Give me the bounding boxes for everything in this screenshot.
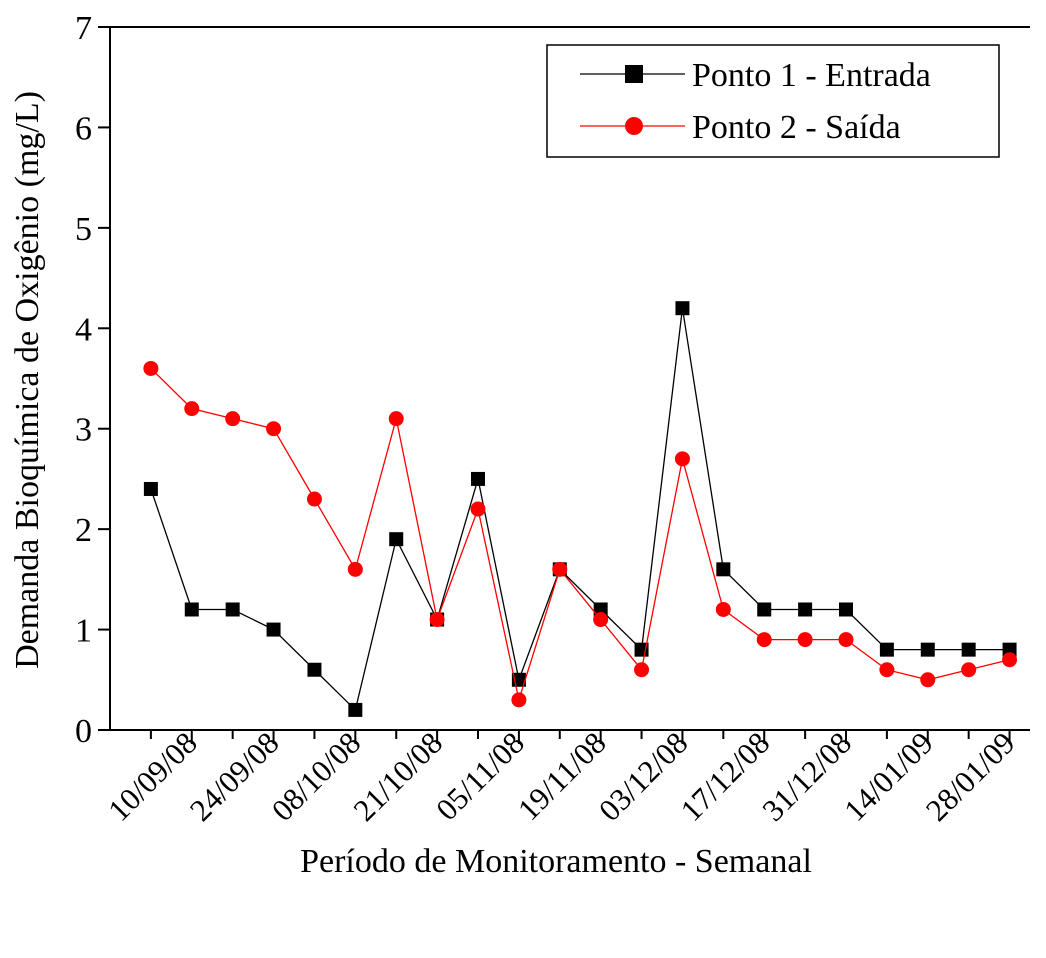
series-1-point-1	[143, 481, 158, 496]
series-1-point-21	[961, 642, 976, 657]
y-axis-ticks: 0 1 2 3 4 5 6 7	[75, 10, 110, 750]
y-tick-label-2: 2	[75, 512, 92, 549]
series-1-point-19	[879, 642, 894, 657]
x-tick-label-3: 21/10/08	[346, 725, 449, 828]
series-2-point-9	[470, 501, 486, 517]
series-1-point-17	[798, 602, 813, 617]
x-tick-label-2: 08/10/08	[265, 725, 368, 828]
series-1-point-7	[389, 532, 404, 547]
series-1-point-4	[266, 622, 281, 637]
series-layer	[143, 301, 1018, 717]
series-2-point-12	[593, 612, 609, 628]
y-tick-label-7: 7	[75, 10, 92, 47]
series-2-point-20	[920, 672, 936, 688]
series-2-point-4	[266, 421, 282, 437]
series-2-point-13	[634, 662, 650, 678]
x-tick-label-7: 17/12/08	[674, 725, 777, 828]
series-2-point-19	[879, 662, 895, 678]
x-tick-label-10: 28/01/09	[919, 725, 1022, 828]
series-2-point-7	[388, 411, 404, 427]
x-tick-label-5: 19/11/08	[511, 725, 613, 827]
series-1-point-15	[716, 562, 731, 577]
x-axis-ticks: 10/09/0824/09/0808/10/0821/10/0805/11/08…	[101, 725, 1021, 828]
series-2-point-1	[143, 360, 159, 376]
series-2-point-8	[429, 612, 445, 628]
legend-label-ponto-1: Ponto 1 - Entrada	[692, 57, 931, 94]
series-2-point-6	[347, 561, 363, 577]
series-2-point-21	[961, 662, 977, 678]
series-1-point-2	[184, 602, 199, 617]
series-1-point-20	[920, 642, 935, 657]
series-2-point-11	[552, 561, 568, 577]
y-tick-label-6: 6	[75, 110, 92, 147]
series-2-point-14	[674, 451, 690, 467]
y-tick-label-4: 4	[75, 311, 92, 348]
legend-entry-ponto-1: Ponto 1 - Entrada	[580, 57, 931, 94]
series-1-point-5	[307, 662, 322, 677]
legend: Ponto 1 - Entrada Ponto 2 - Saída	[546, 44, 1000, 158]
y-axis-label: Demanda Bioquímica de Oxigênio (mg/L)	[9, 91, 46, 669]
legend-box	[546, 44, 1000, 158]
series-1-point-18	[839, 602, 853, 617]
series-1-point-9	[471, 471, 485, 486]
series-2-point-22	[1002, 652, 1018, 668]
series-1-point-3	[225, 602, 240, 617]
series-1-point-14	[675, 301, 690, 316]
y-tick-label-3: 3	[75, 412, 92, 449]
x-tick-label-9: 14/01/09	[837, 725, 940, 828]
x-tick-label-6: 03/12/08	[592, 725, 695, 828]
legend-entry-ponto-2: Ponto 2 - Saída	[580, 109, 901, 146]
x-tick-label-4: 05/11/08	[429, 725, 531, 827]
axes	[109, 26, 1030, 731]
series-2	[143, 360, 1018, 708]
series-2-point-3	[225, 411, 241, 427]
legend-marker-2	[625, 117, 643, 135]
x-tick-label-1: 24/09/08	[183, 725, 286, 828]
y-tick-label-0: 0	[75, 713, 92, 750]
series-2-point-2	[184, 401, 200, 417]
series-2-point-18	[838, 632, 854, 648]
x-tick-label-0: 10/09/08	[101, 725, 204, 828]
series-2-point-5	[306, 491, 322, 507]
series-2-point-17	[797, 632, 813, 648]
legend-marker-1	[625, 65, 643, 83]
x-axis-label: Período de Monitoramento - Semanal	[300, 843, 812, 880]
x-tick-label-8: 31/12/08	[755, 725, 858, 828]
y-tick-label-5: 5	[75, 211, 92, 248]
series-2-line	[150, 367, 1010, 703]
series-2-point-10	[511, 692, 527, 708]
series-1	[143, 301, 1017, 717]
series-2-point-15	[715, 601, 731, 617]
series-1-point-6	[348, 702, 363, 717]
series-1-line	[150, 308, 1010, 712]
y-tick-label-1: 1	[75, 613, 92, 650]
series-2-point-16	[756, 632, 772, 648]
series-1-point-16	[757, 602, 772, 617]
legend-label-ponto-2: Ponto 2 - Saída	[692, 109, 901, 146]
